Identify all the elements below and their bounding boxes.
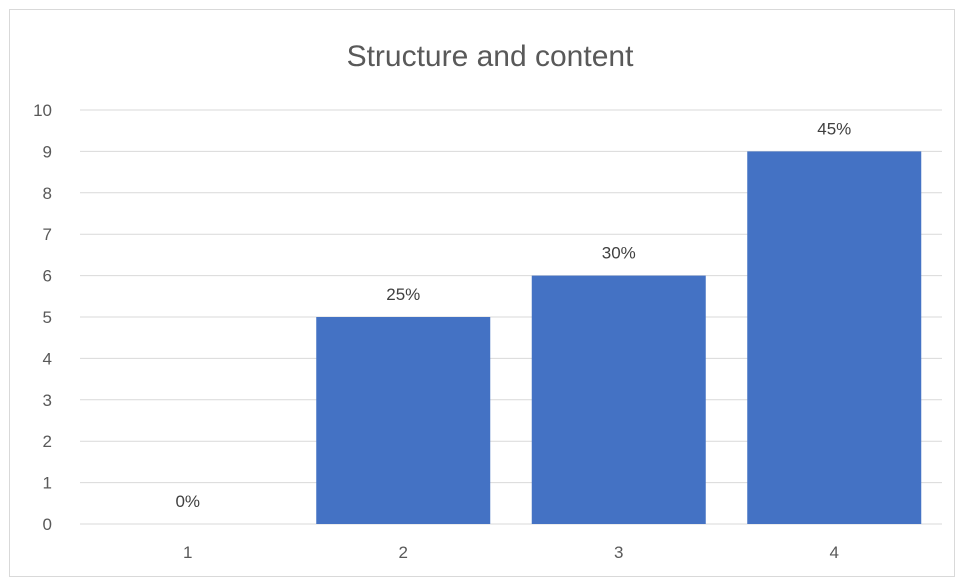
y-tick-label: 1 <box>43 474 52 493</box>
chart-title: Structure and content <box>347 40 635 73</box>
bar-3 <box>531 275 706 524</box>
data-label: 0% <box>175 492 200 511</box>
y-tick-label: 3 <box>43 391 52 410</box>
data-labels: 0% 25% 30% 45% <box>175 119 851 511</box>
x-tick-label: 1 <box>183 543 192 562</box>
bars <box>316 151 922 524</box>
y-tick-label: 9 <box>43 142 52 161</box>
x-tick-label: 4 <box>830 543 839 562</box>
x-axis-tick-labels: 1 2 3 4 <box>183 543 839 562</box>
bar-2 <box>316 317 491 524</box>
data-label: 25% <box>386 285 420 304</box>
bar-chart: Structure and content 0 1 2 3 4 5 6 7 8 9 10 0% 25%… <box>33 40 942 562</box>
x-tick-label: 2 <box>399 543 408 562</box>
y-tick-label: 4 <box>43 349 52 368</box>
y-tick-label: 0 <box>43 515 52 534</box>
x-tick-label: 3 <box>614 543 623 562</box>
data-label: 45% <box>817 119 851 138</box>
y-tick-label: 5 <box>43 308 52 327</box>
chart-frame: Structure and content 0 1 2 3 4 5 6 7 8 9 10 0% 25%… <box>9 9 955 577</box>
y-tick-label: 8 <box>43 184 52 203</box>
bar-4 <box>747 151 922 524</box>
data-label: 30% <box>602 244 636 263</box>
y-axis-tick-labels: 0 1 2 3 4 5 6 7 8 9 10 <box>33 101 52 534</box>
y-tick-label: 6 <box>43 267 52 286</box>
y-tick-label: 10 <box>33 101 52 120</box>
y-tick-label: 7 <box>43 225 52 244</box>
y-tick-label: 2 <box>43 432 52 451</box>
